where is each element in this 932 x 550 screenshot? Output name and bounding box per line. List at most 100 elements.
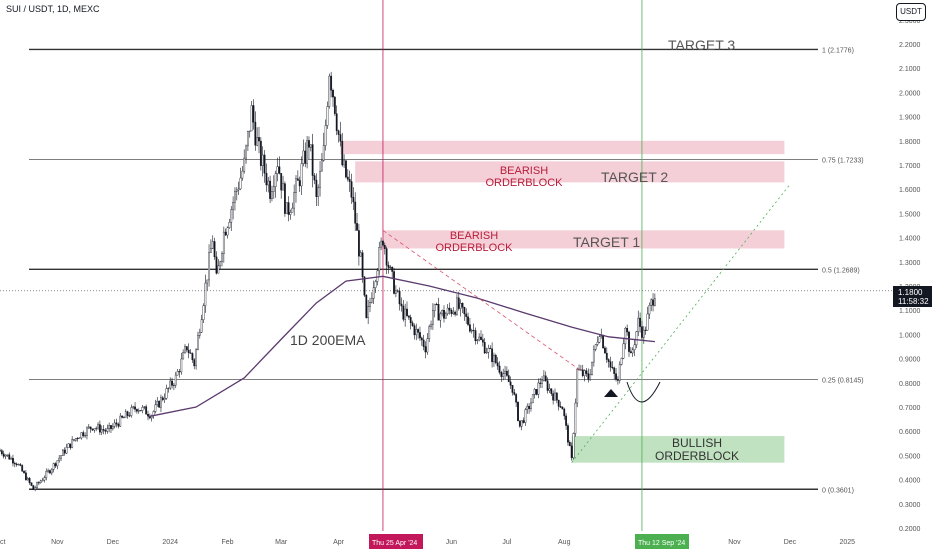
candle-body-54: [98, 424, 101, 433]
candle-body-160: [295, 178, 297, 193]
candle-body-140: [258, 137, 260, 142]
candle-body-192: [354, 201, 357, 224]
candle-body-65: [119, 415, 122, 427]
candle-body-236: [435, 303, 438, 305]
candle-body-320: [591, 361, 593, 375]
candle-body-157: [289, 212, 292, 215]
candle-body-344: [635, 331, 638, 346]
candle-body-138: [254, 121, 257, 146]
candle-body-282: [520, 420, 523, 427]
candle-body-121: [222, 231, 225, 254]
time-tick-3: 2024: [162, 539, 178, 546]
candle-body-117: [215, 256, 218, 274]
candle-body-1: [0, 450, 3, 455]
candle-body-4: [6, 454, 9, 456]
fib-label-4: 0 (0.3601): [822, 487, 854, 494]
candle-body-209: [385, 248, 388, 266]
candle-body-331: [611, 366, 614, 369]
candle-body-181: [333, 96, 336, 114]
candle-body-288: [531, 394, 534, 404]
candle-body-171: [315, 179, 318, 197]
candle-body-106: [195, 349, 197, 367]
candle-body-69: [126, 411, 129, 416]
candle-body-166: [306, 140, 308, 164]
candle-body-123: [226, 227, 229, 236]
candle-body-189: [348, 178, 351, 182]
candle-body-270: [498, 365, 501, 373]
candle-body-290: [535, 389, 538, 395]
candle-body-188: [346, 176, 349, 180]
bearish-ob-upper-line1: BEARISH: [500, 165, 548, 177]
candle-body-43: [78, 437, 81, 439]
candle-body-21: [37, 482, 40, 484]
candle-body-332: [613, 367, 616, 374]
candle-body-133: [245, 145, 247, 159]
currency-button[interactable]: USDT: [896, 3, 926, 21]
candle-body-250: [461, 303, 464, 308]
candle-body-200: [369, 302, 371, 307]
candle-body-328: [605, 352, 608, 360]
candle-body-220: [406, 308, 408, 316]
candle-body-325: [600, 335, 603, 337]
bearish-ob-lower-line2: ORDERBLOCK: [435, 242, 513, 254]
candle-body-77: [141, 407, 144, 411]
candle-body-245: [452, 311, 455, 314]
candle-body-37: [67, 443, 70, 448]
apr-marker-badge: [369, 534, 423, 549]
candle-body-79: [145, 406, 148, 415]
ema-label: 1D 200EMA: [290, 332, 366, 348]
bearish-zone-low: [382, 230, 785, 249]
candle-body-118: [217, 265, 220, 274]
candle-body-186: [343, 160, 345, 166]
candle-body-242: [446, 307, 449, 315]
candle-body-147: [271, 191, 273, 199]
candle-body-172: [317, 187, 320, 197]
candle-body-295: [544, 375, 547, 381]
time-axis[interactable]: OctNovDec2024FebMarAprJunJulAugOctNovDec…: [0, 531, 932, 550]
candle-body-297: [548, 388, 551, 391]
candle-body-317: [585, 370, 588, 374]
candle-body-241: [444, 313, 447, 319]
candle-body-162: [298, 180, 301, 187]
target1-label: TARGET 1: [573, 234, 640, 250]
candle-body-275: [507, 375, 510, 383]
price-axis[interactable]: 2.3000 2.2000 2.1000 2.0000 1.9000 1.8000 1.70…: [893, 0, 932, 550]
reversal-curve: [626, 381, 661, 403]
target2-label: TARGET 2: [601, 169, 668, 185]
candle-body-91: [167, 387, 170, 389]
candle-body-8: [13, 462, 16, 465]
candle-body-304: [561, 407, 564, 410]
candle-body-284: [524, 409, 527, 423]
candle-body-154: [284, 183, 286, 214]
candle-body-176: [324, 125, 327, 146]
candle-body-105: [193, 359, 196, 367]
candle-body-2: [2, 453, 5, 457]
candle-body-278: [513, 392, 516, 395]
candle-body-144: [265, 172, 268, 186]
candle-body-104: [191, 353, 194, 360]
candle-body-327: [604, 347, 606, 354]
candle-body-283: [522, 420, 525, 423]
candle-body-252: [465, 313, 468, 317]
candle-body-315: [581, 369, 584, 376]
candle-body-198: [365, 295, 368, 318]
candle-body-11: [19, 464, 22, 466]
candle-body-231: [426, 338, 429, 353]
candle-body-148: [272, 186, 275, 192]
candle-body-208: [383, 245, 386, 249]
candle-body-197: [363, 276, 366, 296]
candle-body-40: [73, 439, 75, 441]
candle-body-72: [132, 406, 135, 408]
candle-body-92: [169, 380, 172, 389]
candle-body-170: [313, 175, 316, 181]
symbol-title: SUI / USDT, 1D, MEXC: [6, 4, 100, 14]
candle-body-277: [511, 385, 514, 393]
candle-body-159: [293, 192, 296, 209]
candle-body-116: [213, 241, 216, 258]
candle-body-55: [100, 429, 103, 433]
candle-body-27: [49, 470, 51, 474]
time-tick-11: Nov: [728, 539, 741, 546]
candle-body-10: [17, 464, 20, 466]
candle-body-294: [543, 375, 545, 382]
